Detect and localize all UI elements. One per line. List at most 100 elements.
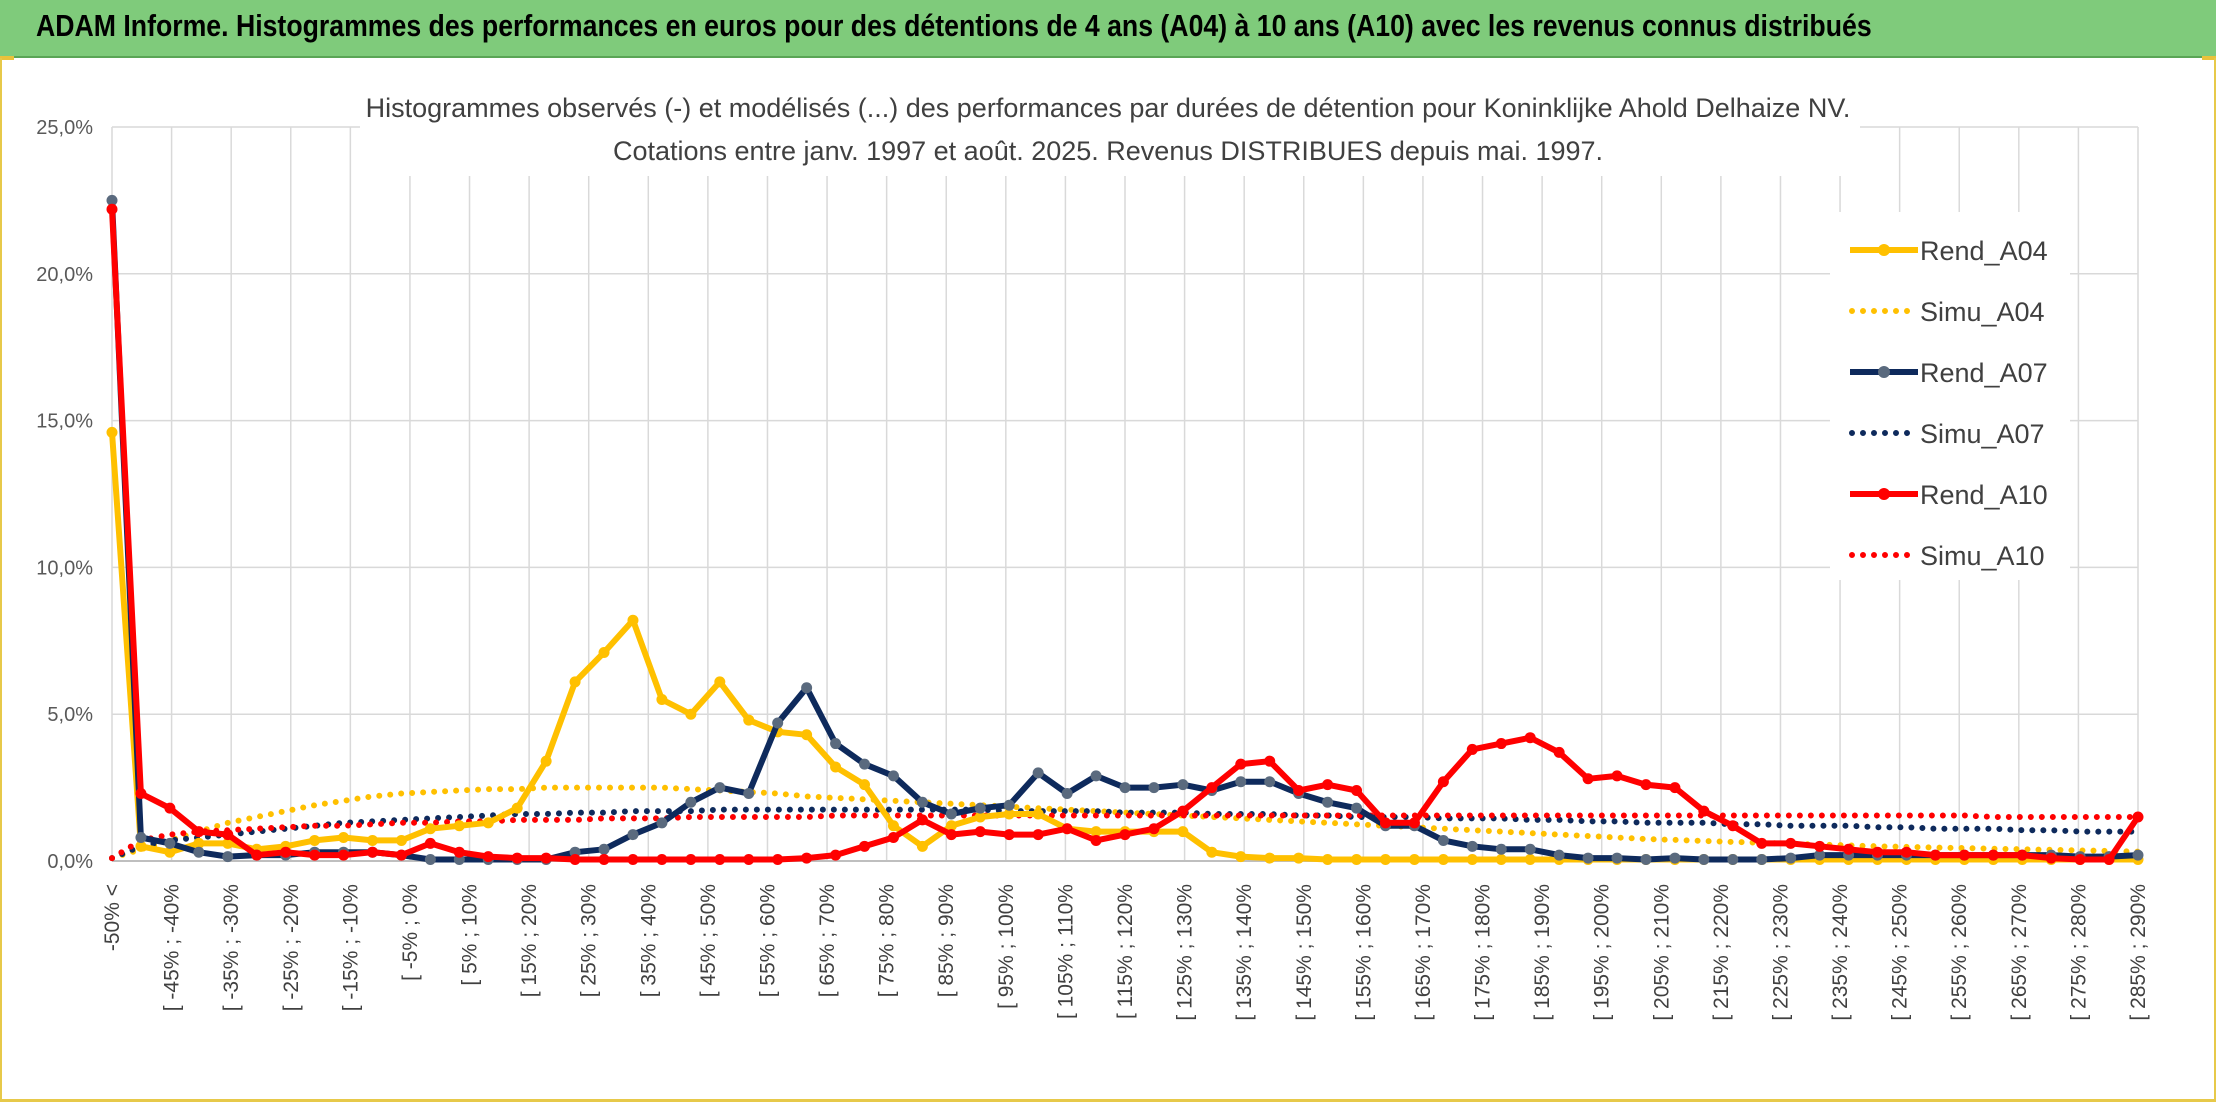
data-point [1611,770,1623,782]
data-point [1177,826,1189,838]
data-point [1090,826,1102,838]
x-tick-label: [ 175% ; 180% [1472,884,1495,1021]
data-point [1929,849,1941,861]
data-point [1206,846,1218,858]
data-point [1495,843,1507,855]
x-tick-label: [ 5% ; 10% [459,884,482,986]
data-point [135,840,147,852]
data-point [859,758,871,770]
data-point [801,729,813,741]
data-point [424,823,436,835]
data-point [974,826,986,838]
data-point [1727,820,1739,832]
data-point [1003,808,1015,820]
data-point [1032,829,1044,841]
data-point [1900,846,1912,858]
data-point [1264,755,1276,767]
data-point [598,843,610,855]
data-point [1582,773,1594,785]
data-point [1582,852,1594,864]
x-tick-label: [ 45% ; 50% [697,884,720,997]
chart-series [106,194,2144,866]
legend-item-rend-a07: Rend_A07 [1850,358,2048,388]
data-point [1119,829,1131,841]
data-point [482,851,494,863]
legend-background [1830,212,2070,580]
data-point [627,829,639,841]
data-point [801,682,813,694]
data-point [193,826,205,838]
chart-subtitle: Cotations entre janv. 1997 et août. 2025… [613,136,1603,166]
data-point [916,840,928,852]
data-point [222,829,234,841]
report-banner: ADAM Informe. Histogrammes des performan… [0,0,2216,58]
data-point [366,834,378,846]
data-point [1322,779,1334,791]
series-rend-a10 [106,203,2144,866]
data-point [1148,782,1160,794]
x-tick-label: [ 55% ; 60% [756,884,779,997]
legend-label: Rend_A10 [1920,480,2048,510]
data-point [685,708,697,720]
chart-title: Histogrammes observés (-) et modélisés (… [366,93,1851,123]
data-point [887,770,899,782]
data-point [1814,840,1826,852]
data-point [974,802,986,814]
data-point [2074,854,2086,866]
data-point [1379,817,1391,829]
x-tick-label: [ 185% ; 190% [1531,884,1554,1021]
data-point [511,802,523,814]
data-point [106,426,118,438]
y-tick-label: 20,0% [36,264,93,286]
frame-corner-left [0,56,14,60]
data-point [627,854,639,866]
y-tick-label: 10,0% [36,557,93,579]
data-point [1235,758,1247,770]
data-point [743,854,755,866]
chart-legend: Rend_A04 Simu_A04 Rend_A07 Simu_A07 Rend_A10… [1849,236,2048,571]
x-tick-label: [ 125% ; 130% [1174,884,1197,1021]
data-point [656,694,668,706]
data-point [1640,779,1652,791]
data-point [2045,852,2057,864]
data-point [1408,854,1420,866]
data-point [1351,785,1363,797]
x-tick-label: [ -15% ; -10% [339,884,362,1011]
data-point [309,834,321,846]
data-point [714,854,726,866]
data-point [685,796,697,808]
data-point [1553,849,1565,861]
data-point [453,846,465,858]
data-point [598,854,610,866]
data-point [1177,779,1189,791]
data-point [598,647,610,659]
data-point [656,817,668,829]
x-tick-label: [ 145% ; 150% [1293,884,1316,1021]
x-tick-label: [ -25% ; -20% [280,884,303,1011]
data-point [1524,854,1536,866]
data-point [887,820,899,832]
y-tick-label: 25,0% [36,117,93,139]
data-point [1466,840,1478,852]
x-tick-label: [ 195% ; 200% [1591,884,1614,1021]
data-point [1698,805,1710,817]
data-point [2016,849,2028,861]
report-title: ADAM Informe. Histogrammes des performan… [36,8,1872,43]
x-tick-label: [ 275% ; 280% [2067,884,2090,1021]
data-point [916,796,928,808]
data-point [859,840,871,852]
data-point [1408,817,1420,829]
x-tick-label: [ 105% ; 110% [1054,884,1077,1019]
x-tick-label: [ 135% ; 140% [1233,884,1256,1021]
data-point [424,854,436,866]
legend-label: Rend_A07 [1920,358,2048,388]
legend-label: Simu_A10 [1920,541,2045,571]
data-point [540,755,552,767]
data-point [395,834,407,846]
data-point [1872,846,1884,858]
x-tick-label: [ 115% ; 120% [1114,884,1137,1019]
data-point [1553,746,1565,758]
data-point [1611,852,1623,864]
data-point [569,676,581,688]
